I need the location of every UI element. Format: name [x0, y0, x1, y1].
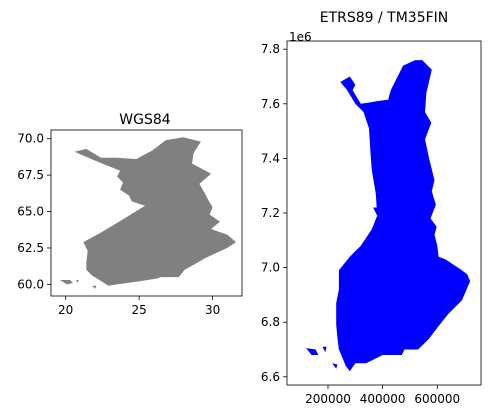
map-polygon-tm35fin-2	[322, 346, 327, 353]
y-tick-label-tm35fin: 7.4	[261, 151, 280, 165]
axes-frame-wgs84	[50, 129, 243, 297]
x-tick-label-wgs84: 25	[132, 303, 147, 317]
plot-tm35fin: ETRS89 / TM35FIN 1e6 200000 400000 600000 6…	[261, 10, 482, 406]
y-tick-label-tm35fin: 7.2	[261, 206, 280, 220]
x-tick-label-wgs84: 30	[205, 303, 220, 317]
y-tick-label-wgs84: 67.5	[17, 168, 44, 182]
y-tick-label-wgs84: 65.0	[17, 205, 44, 219]
x-tick-label-tm35fin: 200000	[305, 392, 351, 406]
y-tick-label-wgs84: 70.0	[17, 132, 44, 146]
chart-title-wgs84: WGS84	[119, 112, 170, 128]
y-offset-label: 1e6	[289, 30, 312, 44]
y-tick-label-tm35fin: 7.6	[261, 97, 280, 111]
x-tick-label-tm35fin: 600000	[414, 392, 460, 406]
plot-wgs84: WGS84 20 25 30 60.0 62.5 65.0 67.5 70.0	[17, 112, 243, 317]
x-tick-label-tm35fin: 400000	[360, 392, 406, 406]
y-tick-label-wgs84: 62.5	[17, 241, 44, 255]
y-tick-label-tm35fin: 7.8	[261, 42, 280, 56]
map-polygon-wgs84-4	[131, 213, 137, 216]
map-polygon-tm35fin-0	[336, 60, 471, 372]
y-tick-label-wgs84: 60.0	[17, 277, 44, 291]
y-tick-label-tm35fin: 6.6	[261, 370, 280, 384]
map-polygon-tm35fin-3	[332, 363, 338, 369]
map-polygon-tm35fin-4	[373, 207, 379, 216]
map-polygon-wgs84-3	[92, 285, 97, 289]
map-polygon-tm35fin-1	[306, 348, 319, 355]
map-polygon-wgs84-1	[59, 280, 73, 285]
y-tick-label-tm35fin: 6.8	[261, 315, 280, 329]
x-tick-label-wgs84: 20	[58, 303, 73, 317]
chart-title-tm35fin: ETRS89 / TM35FIN	[320, 10, 449, 26]
map-polygon-wgs84-2	[76, 280, 79, 283]
map-polygon-wgs84-0	[74, 137, 237, 286]
y-tick-label-tm35fin: 7.0	[261, 261, 280, 275]
